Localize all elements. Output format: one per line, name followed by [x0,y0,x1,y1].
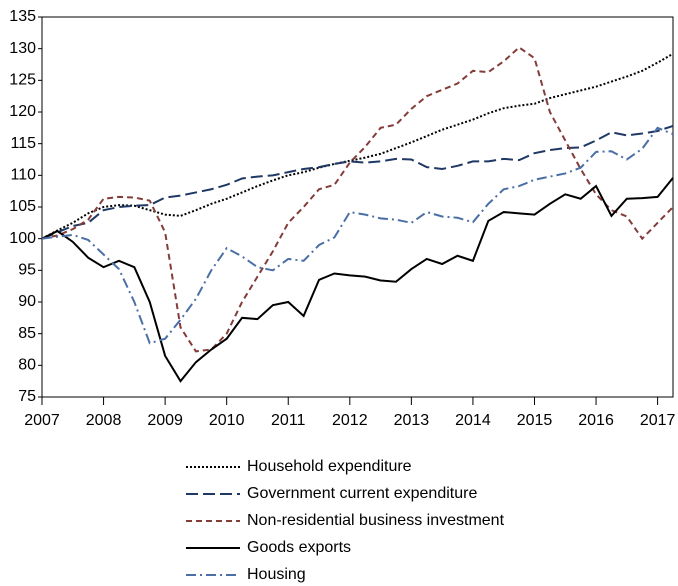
y-tick-label: 85 [18,325,36,342]
y-tick-label: 125 [9,72,36,89]
legend-label: Non-residential business investment [247,512,505,529]
y-tick-label: 75 [18,388,36,405]
series-line [41,124,674,240]
legend-label: Goods exports [247,539,351,556]
y-tick-label: 130 [9,40,36,57]
x-tick-label: 2015 [517,412,553,429]
series-line [41,52,674,240]
y-tick-label: 120 [9,103,36,120]
x-tick-label: 2008 [86,412,122,429]
legend-label: Housing [247,566,306,583]
x-tick-label: 2012 [332,412,368,429]
legend-label: Government current expenditure [247,485,477,502]
y-tick-label: 80 [18,357,36,374]
series-line [41,46,674,353]
series-line [41,177,674,383]
y-tick-label: 115 [10,135,36,152]
y-tick-label: 90 [18,293,36,310]
x-tick-label: 2011 [271,412,306,429]
y-tick-label: 95 [18,262,36,279]
y-tick-label: 100 [9,230,36,247]
series-line [41,126,674,345]
x-tick-label: 2009 [147,412,183,429]
x-tick-label: 2017 [640,412,676,429]
y-tick-label: 135 [9,8,36,25]
x-tick-label: 2014 [455,412,491,429]
legend-label: Household expenditure [247,458,412,475]
y-tick-label: 110 [10,167,36,184]
x-tick-label: 2007 [24,412,60,429]
plot-frame [41,16,674,398]
y-tick-label: 105 [9,198,36,215]
x-tick-label: 2010 [209,412,245,429]
x-tick-label: 2013 [394,412,430,429]
x-tick-label: 2016 [578,412,614,429]
